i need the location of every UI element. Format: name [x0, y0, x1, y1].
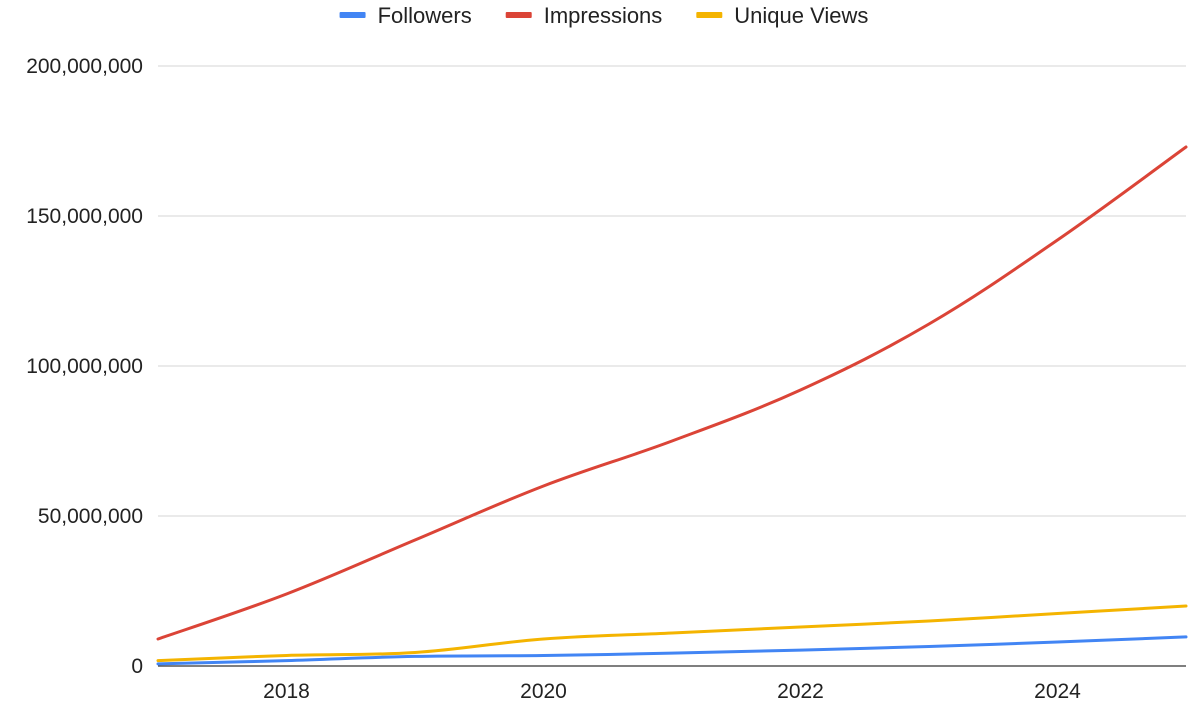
- legend: Followers Impressions Unique Views: [339, 3, 868, 28]
- y-tick-label: 50,000,000: [38, 505, 143, 528]
- series-lines: [156, 145, 1188, 666]
- x-axis: 2018 2020 2022 2024: [263, 680, 1081, 702]
- grid: [158, 65, 1186, 667]
- legend-label: Unique Views: [734, 3, 868, 28]
- y-tick-label: 0: [131, 655, 143, 678]
- legend-item-unique-views: Unique Views: [696, 3, 868, 28]
- series-line-unique-views: [156, 604, 1188, 663]
- x-tick-label: 2020: [520, 680, 567, 702]
- legend-item-followers: Followers: [339, 3, 472, 28]
- y-tick-label: 100,000,000: [26, 355, 143, 378]
- x-tick-label: 2018: [263, 680, 310, 702]
- x-tick-label: 2022: [777, 680, 824, 702]
- legend-label: Followers: [378, 3, 472, 28]
- legend-swatch: [696, 12, 723, 18]
- legend-swatch: [339, 12, 366, 18]
- y-tick-label: 150,000,000: [26, 205, 143, 228]
- series-line-impressions: [156, 145, 1188, 641]
- legend-label: Impressions: [544, 3, 663, 28]
- legend-swatch: [505, 12, 532, 18]
- y-axis: 0 50,000,000 100,000,000 150,000,000 200,000…: [26, 55, 143, 678]
- x-tick-label: 2024: [1034, 680, 1081, 702]
- series-line-followers: [156, 635, 1188, 666]
- y-tick-label: 200,000,000: [26, 55, 143, 78]
- legend-item-impressions: Impressions: [505, 3, 663, 28]
